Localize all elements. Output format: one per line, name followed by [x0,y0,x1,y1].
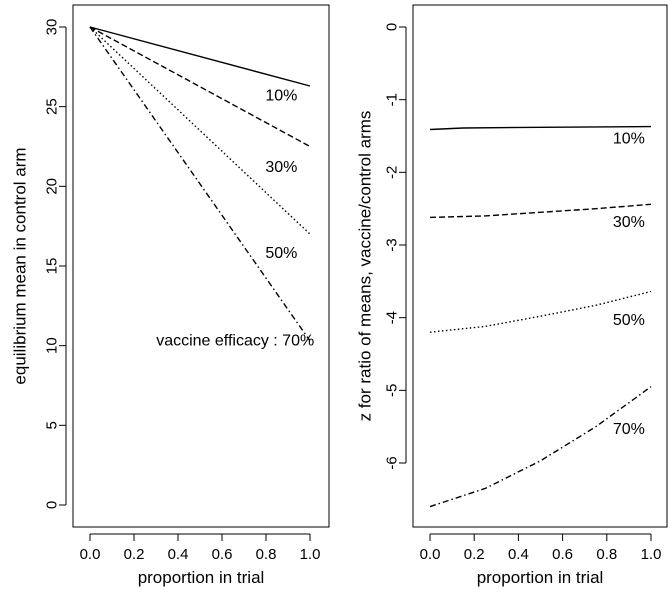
plot-frame [412,4,668,528]
right-panel: 0.0 0.2 0.4 0.6 0.8 1.0 0 -1 -2 -3 -4 -5 -6 proportio… [356,4,668,587]
series-label: 70% [613,421,645,438]
y-tick-label: -6 [384,456,401,469]
series-line [89,26,311,342]
x-axis-title: proportion in trial [138,568,265,587]
x-tick-label: 0.0 [80,546,101,563]
x-axis-title: proportion in trial [477,568,604,587]
x-tick-label: 0.2 [124,546,145,563]
x-tick-label: 0.8 [596,546,617,563]
x-tick-label: 0.4 [168,546,189,563]
x-tick-label: 0.8 [256,546,277,563]
series-label: 50% [265,245,297,262]
y-tick-label: -5 [384,384,401,397]
y-tick-label: 30 [44,19,61,36]
x-tick-label: 0.2 [464,546,485,563]
y-tick-label: -2 [384,166,401,179]
y-tick-label: 20 [44,178,61,195]
series-line [429,203,652,219]
series-line [89,26,311,148]
series-label: 10% [265,87,297,104]
series-line [89,26,311,87]
y-tick-label: -3 [384,238,401,251]
y-tick-label: 15 [44,258,61,275]
y-axis-title: equilibrium mean in control arm [11,147,30,384]
x-tick-label: 1.0 [300,546,321,563]
series-label: 30% [265,159,297,176]
series-line [429,125,652,131]
x-tick-label: 1.0 [641,546,662,563]
series-label: 30% [613,214,645,231]
y-tick-label: 10 [44,337,61,354]
series-line [89,26,311,235]
y-tick-label: -1 [384,93,401,106]
series-line [429,290,652,333]
y-tick-label: -4 [384,311,401,324]
series-label: 50% [613,312,645,329]
series-label: vaccine efficacy : 70% [156,333,314,350]
x-tick-label: 0.0 [420,546,441,563]
y-tick-label: 5 [44,421,61,429]
x-tick-label: 0.6 [552,546,573,563]
left-panel: 0.0 0.2 0.4 0.6 0.8 1.0 0 5 10 15 20 25 30 proportion… [11,4,330,587]
y-tick-label: 0 [384,23,401,31]
x-tick-label: 0.4 [508,546,529,563]
series-label: 10% [613,130,645,147]
plot-frame [72,4,330,528]
x-tick-label: 0.6 [212,546,233,563]
series-line [429,386,652,508]
y-tick-label: 0 [44,501,61,509]
y-tick-label: 25 [44,98,61,115]
y-axis-title: z for ratio of means, vaccine/control ar… [356,111,375,422]
